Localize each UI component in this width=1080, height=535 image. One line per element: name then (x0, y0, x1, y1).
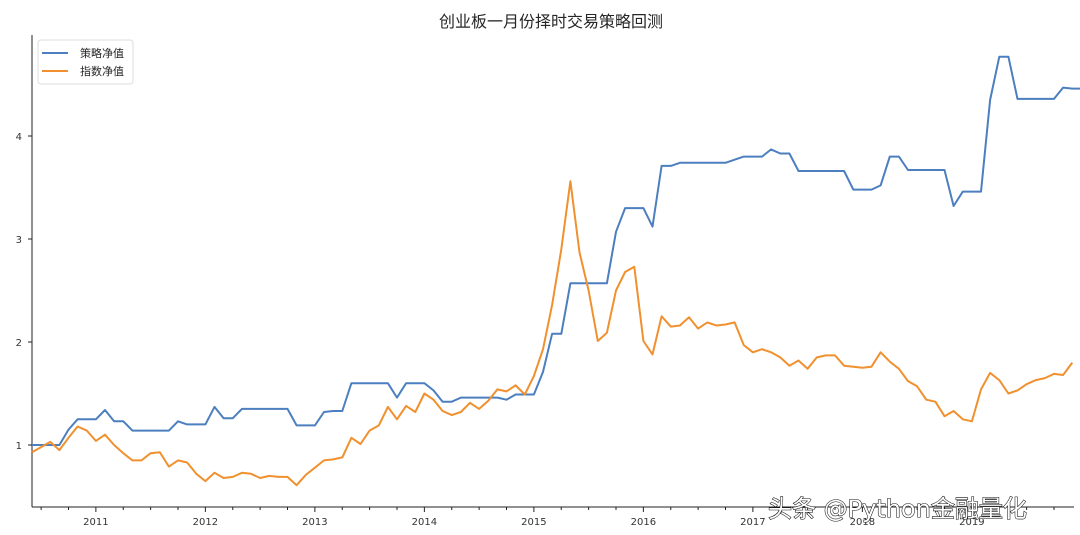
legend-index-label: 指数净值 (80, 64, 124, 78)
legend-strategy-label: 策略净值 (80, 46, 124, 60)
strategy-line (32, 55, 1080, 446)
watermark: 头条 @Python金融量化 (768, 495, 1027, 523)
x-tick-label: 2016 (631, 517, 656, 528)
index-line (31, 180, 1074, 487)
x-tick-label: 2018 (850, 517, 875, 528)
y-tick-label: 4 (16, 132, 22, 143)
x-ticks: 2011 2012 2013 2014 2015 2016 2017 2018 2019 (40, 507, 1055, 528)
x-tick-label: 2012 (193, 517, 218, 528)
y-tick-label: 1 (16, 441, 22, 452)
x-tick-label: 2013 (302, 517, 327, 528)
chart-title: 创业板一月份择时交易策略回测 (439, 12, 663, 31)
legend-box (37, 39, 134, 85)
x-tick-label: 2017 (740, 517, 765, 528)
y-tick-label: 3 (16, 235, 22, 246)
x-tick-label: 2011 (83, 517, 108, 528)
y-ticks: 1 2 3 4 (16, 132, 32, 452)
y-tick-label: 2 (16, 338, 22, 349)
legend: 策略净值 指数净值 (37, 39, 134, 85)
x-tick-label: 2014 (412, 517, 437, 528)
x-tick-label: 2019 (959, 517, 984, 528)
x-tick-label: 2015 (521, 517, 546, 528)
